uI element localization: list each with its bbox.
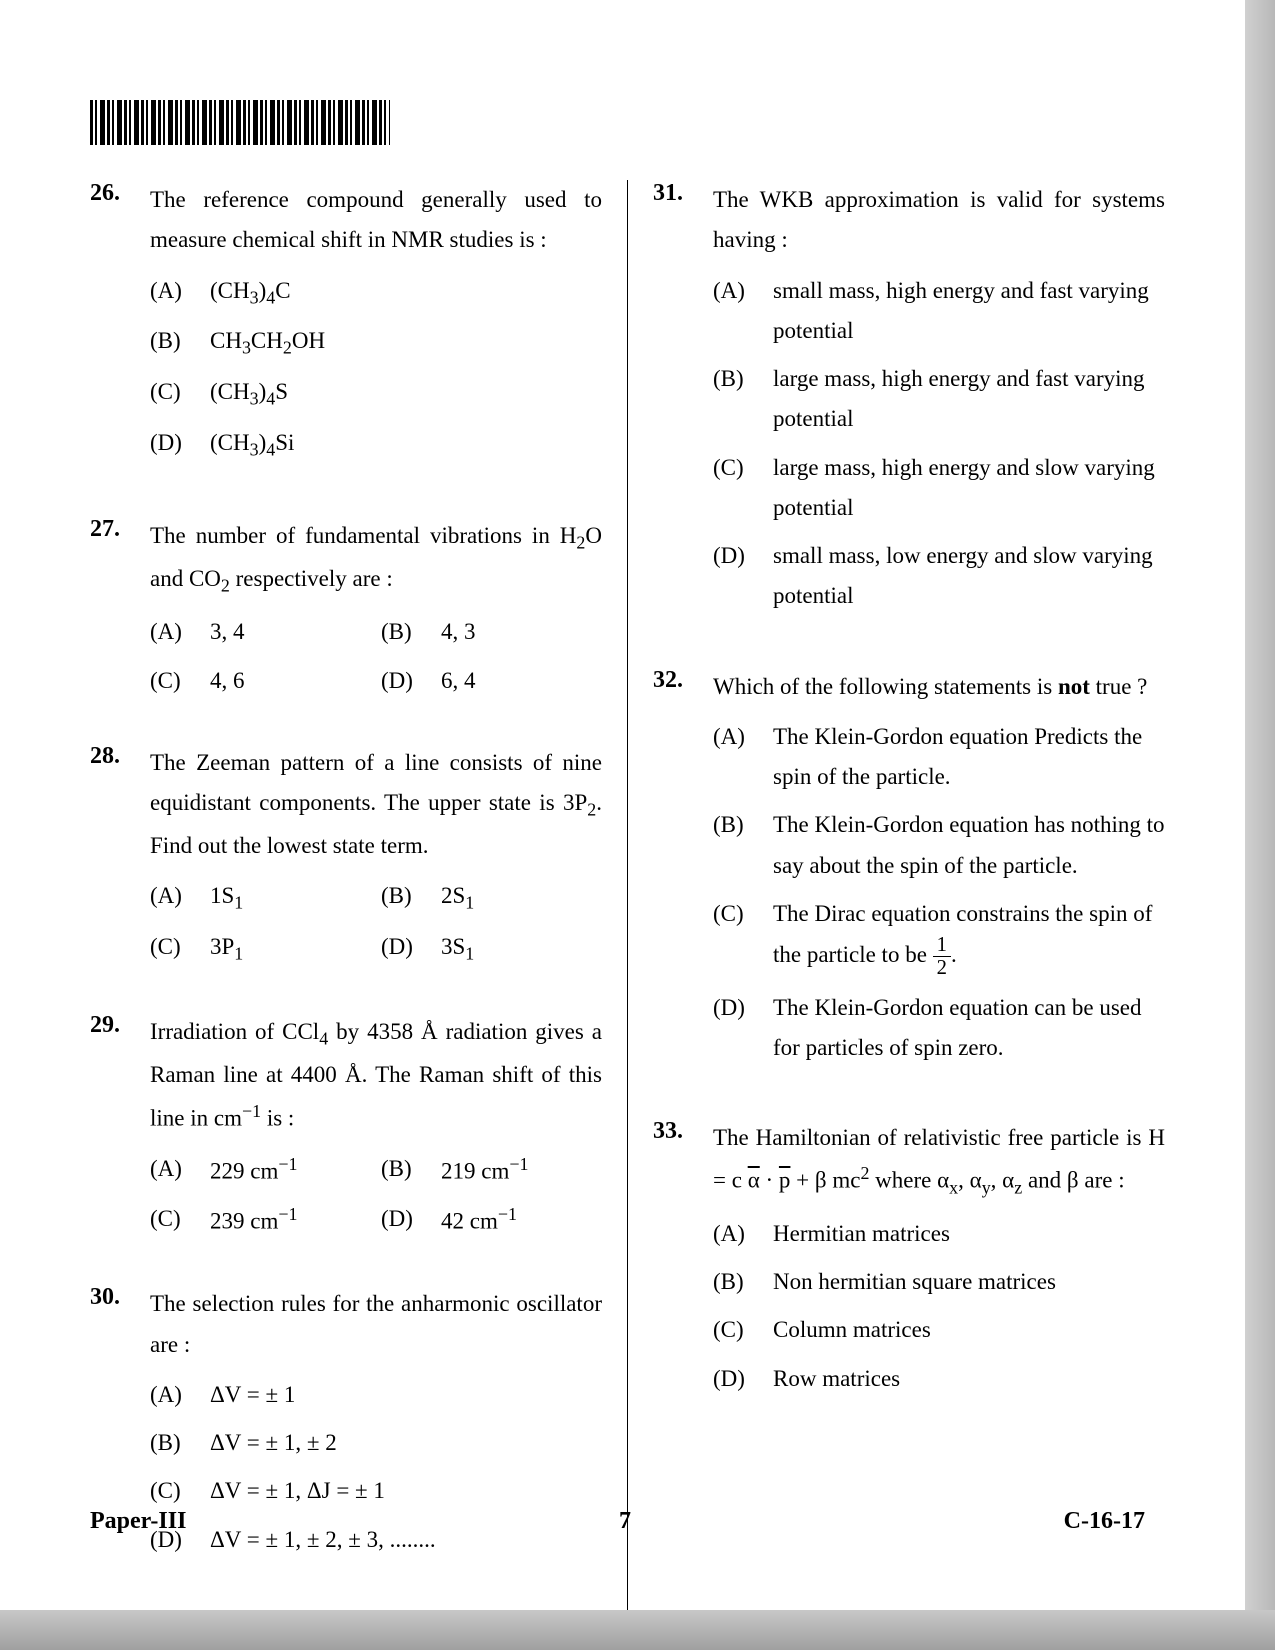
options: (A) 3, 4 (B) 4, 3 (C) 4, 6 (D): [150, 612, 602, 701]
option-b: (B) 4, 3: [381, 612, 602, 652]
left-column: 26. The reference compound generally use…: [90, 180, 627, 1610]
option-d: (D) Row matrices: [713, 1359, 1165, 1399]
question-number: 31.: [653, 180, 695, 625]
question-text: Which of the following statements is not…: [713, 667, 1165, 707]
option-a: (A) Hermitian matrices: [713, 1214, 1165, 1254]
option-a: (A) 229 cm−1: [150, 1149, 371, 1192]
page-footer: Paper-III 7 C-16-17: [90, 1508, 1145, 1535]
question-text: The WKB approximation is valid for syste…: [713, 180, 1165, 261]
option-d: (D) (CH3)4Si: [150, 423, 602, 466]
option-text: CH3CH2OH: [210, 321, 602, 364]
option-b: (B) CH3CH2OH: [150, 321, 602, 364]
option-text: (CH3)4S: [210, 372, 602, 415]
option-a: (A) 3, 4: [150, 612, 371, 652]
options: (A) 229 cm−1 (B) 219 cm−1 (C) 239 cm−1: [150, 1149, 602, 1243]
question-body: The Hamiltonian of relativistic free par…: [713, 1118, 1165, 1407]
question-33: 33. The Hamiltonian of relativistic free…: [653, 1118, 1165, 1407]
page-edge-right: [1245, 0, 1275, 1610]
options: (A) The Klein-Gordon equation Predicts t…: [713, 717, 1165, 1068]
option-c: (C) The Dirac equation constrains the sp…: [713, 894, 1165, 980]
option-d: (D) The Klein-Gordon equation can be use…: [713, 988, 1165, 1069]
option-text: (CH3)4Si: [210, 423, 602, 466]
footer-left: Paper-III: [90, 1508, 186, 1535]
question-number: 33.: [653, 1118, 695, 1407]
option-a: (A) small mass, high energy and fast var…: [713, 271, 1165, 352]
option-c: (C) Column matrices: [713, 1310, 1165, 1350]
option-d: (D) 42 cm−1: [381, 1199, 602, 1242]
option-c: (C) large mass, high energy and slow var…: [713, 448, 1165, 529]
option-text: 3P1: [210, 927, 371, 970]
option-text: 219 cm−1: [441, 1149, 602, 1192]
question-text: The Hamiltonian of relativistic free par…: [713, 1118, 1165, 1204]
question-number: 28.: [90, 743, 132, 970]
question-text: Irradiation of CCl4 by 4358 Å radiation …: [150, 1012, 602, 1138]
option-c: (C) ΔV = ± 1, ΔJ = ± 1: [150, 1471, 602, 1511]
option-d: (D) 3S1: [381, 927, 602, 970]
option-c: (C) 4, 6: [150, 661, 371, 701]
option-c: (C) 3P1: [150, 927, 371, 970]
question-text: The selection rules for the anharmonic o…: [150, 1284, 602, 1365]
option-text: 239 cm−1: [210, 1199, 371, 1242]
options: (A) 1S1 (B) 2S1 (C) 3P1 (D): [150, 876, 602, 970]
question-body: The Zeeman pattern of a line consists of…: [150, 743, 602, 970]
question-body: Irradiation of CCl4 by 4358 Å radiation …: [150, 1012, 602, 1242]
option-c: (C) 239 cm−1: [150, 1199, 371, 1242]
options: (A) (CH3)4C (B) CH3CH2OH (C) (CH3)4S (: [150, 271, 602, 467]
question-body: The number of fundamental vibrations in …: [150, 516, 602, 700]
question-27: 27. The number of fundamental vibrations…: [90, 516, 602, 700]
option-text: (CH3)4C: [210, 271, 602, 314]
question-text: The Zeeman pattern of a line consists of…: [150, 743, 602, 866]
question-28: 28. The Zeeman pattern of a line consist…: [90, 743, 602, 970]
option-b: (B) large mass, high energy and fast var…: [713, 359, 1165, 440]
option-b: (B) The Klein-Gordon equation has nothin…: [713, 805, 1165, 886]
footer-center: 7: [619, 1508, 631, 1535]
option-b: (B) Non hermitian square matrices: [713, 1262, 1165, 1302]
right-column: 31. The WKB approximation is valid for s…: [627, 180, 1165, 1610]
question-number: 32.: [653, 667, 695, 1077]
option-d: (D) 6, 4: [381, 661, 602, 701]
options: (A) small mass, high energy and fast var…: [713, 271, 1165, 617]
option-text: 229 cm−1: [210, 1149, 371, 1192]
options: (A) Hermitian matrices (B) Non hermitian…: [713, 1214, 1165, 1399]
question-number: 29.: [90, 1012, 132, 1242]
question-number: 26.: [90, 180, 132, 474]
option-b: (B) 219 cm−1: [381, 1149, 602, 1192]
question-body: The reference compound generally used to…: [150, 180, 602, 474]
option-a: (A) 1S1: [150, 876, 371, 919]
question-31: 31. The WKB approximation is valid for s…: [653, 180, 1165, 625]
question-32: 32. Which of the following statements is…: [653, 667, 1165, 1077]
option-a: (A) (CH3)4C: [150, 271, 602, 314]
page-edge-bottom: [0, 1610, 1275, 1650]
option-a: (A) ΔV = ± 1: [150, 1375, 602, 1415]
question-body: Which of the following statements is not…: [713, 667, 1165, 1077]
option-a: (A) The Klein-Gordon equation Predicts t…: [713, 717, 1165, 798]
option-d: (D) small mass, low energy and slow vary…: [713, 536, 1165, 617]
question-text: The number of fundamental vibrations in …: [150, 516, 602, 602]
question-number: 27.: [90, 516, 132, 700]
barcode: [90, 100, 390, 145]
footer-right: C-16-17: [1064, 1508, 1145, 1535]
option-text: 3S1: [441, 927, 602, 970]
question-body: The WKB approximation is valid for syste…: [713, 180, 1165, 625]
option-text: The Dirac equation constrains the spin o…: [773, 894, 1165, 980]
question-26: 26. The reference compound generally use…: [90, 180, 602, 474]
question-29: 29. Irradiation of CCl4 by 4358 Å radiat…: [90, 1012, 602, 1242]
option-text: 1S1: [210, 876, 371, 919]
option-b: (B) 2S1: [381, 876, 602, 919]
option-c: (C) (CH3)4S: [150, 372, 602, 415]
option-b: (B) ΔV = ± 1, ± 2: [150, 1423, 602, 1463]
question-text: The reference compound generally used to…: [150, 180, 602, 261]
option-text: 42 cm−1: [441, 1199, 602, 1242]
option-text: 2S1: [441, 876, 602, 919]
